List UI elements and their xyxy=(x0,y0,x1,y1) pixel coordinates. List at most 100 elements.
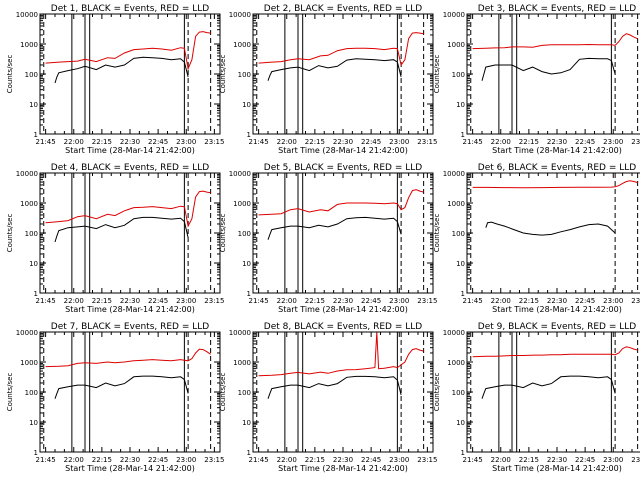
plot-frame xyxy=(39,13,221,135)
y-axis-label: Counts/sec xyxy=(219,55,227,94)
y-tick-label: 100 xyxy=(238,71,251,79)
x-tick-label: 22:45 xyxy=(148,138,168,146)
panel-title: Det 5, BLACK = Events, RED = LLD xyxy=(264,163,423,173)
y-axis-label: Counts/sec xyxy=(433,55,441,94)
plot-frame xyxy=(252,172,434,294)
plot-frame xyxy=(466,172,640,294)
y-tick-label: 1000 xyxy=(447,359,465,367)
y-axis-label: Counts/sec xyxy=(6,214,14,253)
x-tick-label: 22:15 xyxy=(519,297,539,305)
panel-det-5: Det 5, BLACK = Events, RED = LLD 1 10 100 10… xyxy=(219,163,437,314)
x-tick-label: 21:45 xyxy=(249,297,269,305)
x-tick-label: 22:30 xyxy=(120,138,140,146)
y-tick-label: 10000 xyxy=(443,329,465,337)
y-tick-label: 10000 xyxy=(229,11,251,19)
lld-series-line xyxy=(45,348,211,368)
x-tick-label: 23:15 xyxy=(417,456,437,464)
y-tick-label: 10 xyxy=(242,260,251,268)
panel-title: Det 7, BLACK = Events, RED = LLD xyxy=(51,322,210,332)
x-tick-label: 22:30 xyxy=(547,456,567,464)
x-tick-label: 22:00 xyxy=(64,297,84,305)
x-tick-label: 22:00 xyxy=(277,297,297,305)
y-tick-label: 1 xyxy=(34,449,38,457)
y-tick-label: 10000 xyxy=(16,11,38,19)
x-tick-label: 23:00 xyxy=(176,456,196,464)
panel-det-4: Det 4, BLACK = Events, RED = LLD 1 10 100 10… xyxy=(6,163,224,314)
x-tick-label: 22:30 xyxy=(333,297,353,305)
y-tick-label: 100 xyxy=(452,230,465,238)
x-tick-label: 23:00 xyxy=(176,138,196,146)
y-tick-label: 1 xyxy=(247,131,251,139)
y-tick-label: 10 xyxy=(29,101,38,109)
x-tick-label: 22:00 xyxy=(491,456,511,464)
y-axis-label: Counts/sec xyxy=(219,373,227,412)
x-tick-label: 23:00 xyxy=(389,456,409,464)
y-tick-label: 10000 xyxy=(16,329,38,337)
y-tick-label: 1 xyxy=(247,449,251,457)
panel-det-3: Det 3, BLACK = Events, RED = LLD 1 10 100 10… xyxy=(433,4,640,155)
x-tick-label: 22:15 xyxy=(305,456,325,464)
x-tick-label: 23:15 xyxy=(631,138,640,146)
x-axis-label: Start Time (28-Mar-14 21:42:00) xyxy=(278,305,408,314)
panel-title: Det 8, BLACK = Events, RED = LLD xyxy=(264,322,423,332)
panel-title: Det 4, BLACK = Events, RED = LLD xyxy=(51,163,210,173)
y-tick-label: 100 xyxy=(25,389,38,397)
x-axis-label: Start Time (28-Mar-14 21:42:00) xyxy=(492,305,622,314)
x-axis-label: Start Time (28-Mar-14 21:42:00) xyxy=(65,464,195,473)
x-axis-label: Start Time (28-Mar-14 21:42:00) xyxy=(492,146,622,155)
x-tick-label: 23:00 xyxy=(176,297,196,305)
x-tick-label: 22:15 xyxy=(92,456,112,464)
panel-det-7: Det 7, BLACK = Events, RED = LLD 1 10 100 10… xyxy=(6,322,224,473)
events-series-line xyxy=(481,57,616,81)
y-tick-label: 1000 xyxy=(233,41,251,49)
y-tick-label: 1000 xyxy=(447,41,465,49)
y-tick-label: 1000 xyxy=(20,200,38,208)
lld-series-line xyxy=(258,189,424,216)
x-tick-label: 23:15 xyxy=(204,456,224,464)
y-tick-label: 1000 xyxy=(20,359,38,367)
y-axis-label: Counts/sec xyxy=(219,214,227,253)
x-tick-label: 22:45 xyxy=(361,456,381,464)
y-tick-label: 100 xyxy=(238,389,251,397)
x-tick-label: 23:15 xyxy=(631,297,640,305)
y-tick-label: 1 xyxy=(461,131,465,139)
panel-det-1: Det 1, BLACK = Events, RED = LLD 1 10 100 10… xyxy=(6,4,224,155)
lld-series-line xyxy=(258,32,424,67)
x-tick-label: 22:15 xyxy=(92,138,112,146)
panel-title: Det 3, BLACK = Events, RED = LLD xyxy=(478,4,637,14)
y-tick-label: 10000 xyxy=(443,11,465,19)
x-tick-label: 21:45 xyxy=(463,138,483,146)
plot-frame xyxy=(39,172,221,294)
y-tick-label: 10 xyxy=(29,260,38,268)
y-tick-label: 1000 xyxy=(447,200,465,208)
x-tick-label: 22:15 xyxy=(305,138,325,146)
y-tick-label: 10000 xyxy=(229,170,251,178)
events-series-line xyxy=(54,375,189,399)
y-tick-label: 1000 xyxy=(233,359,251,367)
y-tick-label: 10 xyxy=(456,260,465,268)
events-series-line xyxy=(485,221,616,236)
y-tick-label: 100 xyxy=(25,71,38,79)
x-tick-label: 22:30 xyxy=(547,138,567,146)
x-tick-label: 22:00 xyxy=(491,297,511,305)
x-tick-label: 21:45 xyxy=(463,297,483,305)
x-tick-label: 22:15 xyxy=(92,297,112,305)
x-tick-label: 22:15 xyxy=(305,297,325,305)
x-tick-label: 21:45 xyxy=(249,138,269,146)
x-tick-label: 23:15 xyxy=(204,297,224,305)
x-axis-label: Start Time (28-Mar-14 21:42:00) xyxy=(492,464,622,473)
panel-det-2: Det 2, BLACK = Events, RED = LLD 1 10 100 10… xyxy=(219,4,437,155)
panel-title: Det 6, BLACK = Events, RED = LLD xyxy=(478,163,637,173)
y-tick-label: 100 xyxy=(238,230,251,238)
x-tick-label: 22:45 xyxy=(361,138,381,146)
x-tick-label: 22:45 xyxy=(148,297,168,305)
x-tick-label: 22:30 xyxy=(333,138,353,146)
x-tick-label: 23:15 xyxy=(417,138,437,146)
events-series-line xyxy=(267,216,402,240)
x-tick-label: 22:15 xyxy=(519,456,539,464)
events-series-line xyxy=(54,216,189,243)
y-tick-label: 10 xyxy=(242,419,251,427)
x-axis-label: Start Time (28-Mar-14 21:42:00) xyxy=(278,464,408,473)
y-axis-label: Counts/sec xyxy=(433,214,441,253)
